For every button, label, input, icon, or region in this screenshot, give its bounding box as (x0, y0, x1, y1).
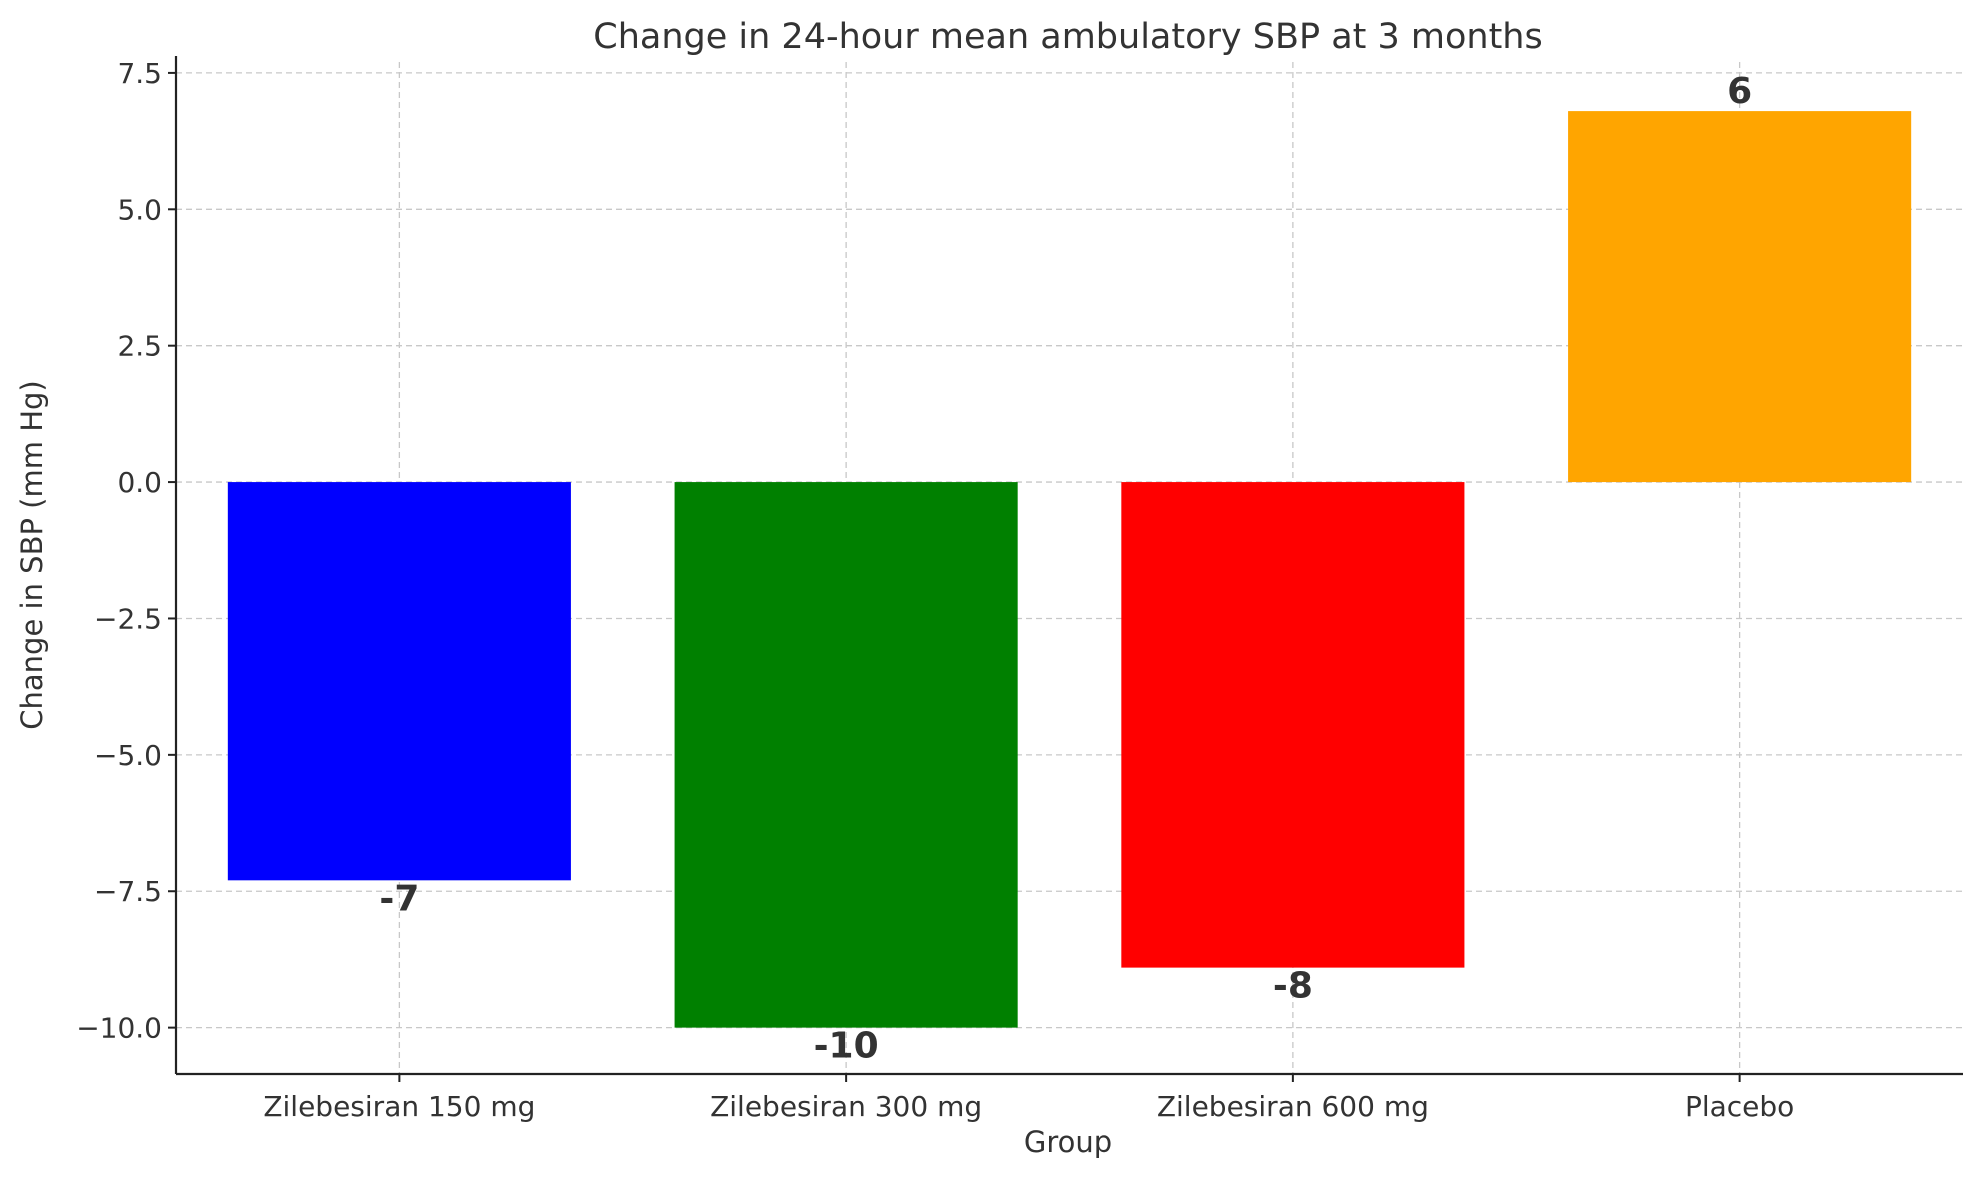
x-tick-label: Zilebesiran 300 mg (710, 1090, 982, 1123)
y-axis-title: Change in SBP (mm Hg) (15, 380, 49, 729)
bar (674, 482, 1018, 1028)
x-tick-label: Placebo (1685, 1090, 1794, 1123)
y-tick-label: −2.5 (94, 602, 162, 635)
y-tick-label: −7.5 (94, 875, 162, 908)
bar (1568, 111, 1912, 483)
data-label: -8 (1273, 966, 1313, 1007)
y-tick-label: 2.5 (117, 330, 162, 363)
y-tick-label: −5.0 (94, 739, 162, 772)
data-label: -10 (814, 1026, 879, 1067)
y-tick-label: 7.5 (117, 57, 162, 90)
bars (227, 111, 1912, 1028)
x-tick-label: Zilebesiran 600 mg (1157, 1090, 1429, 1123)
bar (1121, 482, 1465, 968)
x-tick-label: Zilebesiran 150 mg (263, 1090, 535, 1123)
chart-title: Change in 24-hour mean ambulatory SBP at… (593, 17, 1542, 57)
y-tick-label: 0.0 (117, 466, 162, 499)
x-axis-title: Group (1024, 1125, 1112, 1159)
data-labels: -7 -10 -8 6 (379, 71, 1752, 1067)
y-tick-label: 5.0 (117, 193, 162, 226)
bar (227, 482, 571, 881)
y-tick-label: −10.0 (76, 1012, 162, 1045)
data-label: 6 (1727, 71, 1752, 112)
data-label: -7 (379, 878, 419, 919)
axes: 7.5 5.0 2.5 0.0 −2.5 −5.0 −7.5 −10.0 Zilebesiran… (76, 56, 1963, 1123)
